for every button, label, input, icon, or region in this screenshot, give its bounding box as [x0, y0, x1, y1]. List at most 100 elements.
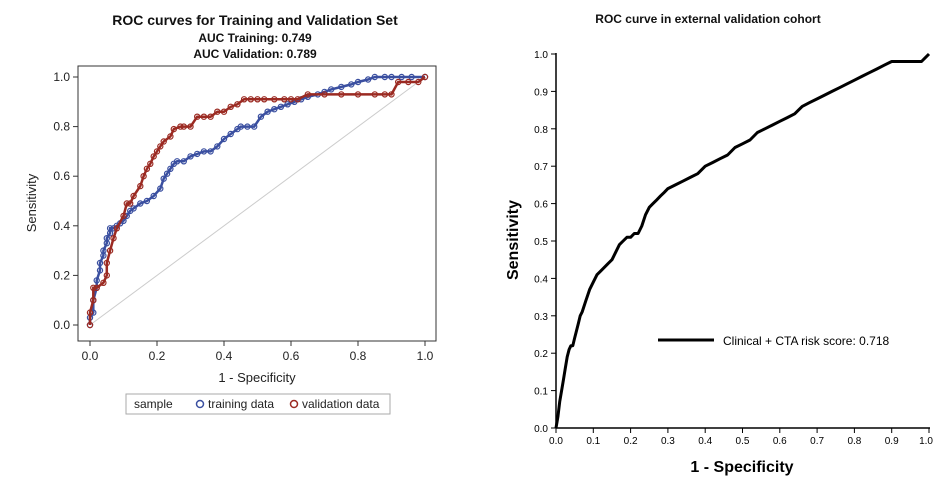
right-roc-chart: ROC curve in external validation cohort …	[505, 12, 933, 476]
right-x-tick-label: 0.1	[586, 436, 600, 447]
training-series-point	[271, 105, 278, 113]
training-series-point	[106, 225, 114, 232]
training-series-point	[237, 123, 244, 130]
training-series-point	[137, 200, 144, 207]
left-roc-chart: ROC curves for Training and Validation S…	[24, 12, 437, 415]
validation-series-point	[160, 138, 167, 145]
training-series-point	[157, 185, 164, 192]
right-x-tick-label: 0.7	[810, 436, 824, 447]
training-series-point	[244, 123, 251, 130]
validation-series-point	[395, 78, 402, 86]
validation-series-point	[405, 78, 412, 86]
validation-series-point	[143, 165, 151, 172]
training-series-point	[338, 83, 345, 91]
validation-series-point	[247, 96, 254, 103]
validation-series-point	[123, 200, 131, 207]
validation-series-point	[157, 143, 164, 150]
validation-series-point	[381, 91, 388, 98]
right-x-tick-label: 0.6	[773, 436, 787, 447]
validation-series-point	[90, 284, 97, 291]
legend-training-label: training data	[208, 397, 274, 411]
validation-series-point	[371, 91, 378, 98]
training-series-point	[130, 205, 137, 212]
validation-series-point	[321, 91, 328, 98]
right-x-tick-label: 0.2	[624, 436, 638, 447]
validation-series-point	[200, 113, 208, 120]
left-y-tick-label: 0.6	[53, 169, 70, 183]
training-series-point	[284, 101, 291, 108]
training-series-point	[160, 175, 167, 182]
right-y-tick-label: 0.6	[534, 200, 548, 211]
training-series-point	[96, 259, 104, 267]
training-series-point	[354, 78, 362, 86]
validation-series-point	[93, 284, 100, 291]
training-series-point	[180, 158, 187, 165]
left-x-tick-label: 0.2	[149, 349, 166, 363]
left-x-axis-label: 1 - Specificity	[218, 370, 296, 385]
training-series-point	[264, 108, 271, 115]
left-x-tick-label: 0.4	[216, 349, 233, 363]
training-series-point	[398, 73, 405, 81]
validation-series-point	[86, 321, 94, 329]
validation-series-point	[130, 192, 137, 200]
left-y-tick-label: 0.8	[53, 120, 70, 134]
validation-series-point	[304, 91, 311, 98]
right-y-tick-label: 0.2	[534, 349, 548, 360]
validation-series-point	[126, 200, 134, 207]
right-x-tick-label: 1.0	[919, 436, 933, 447]
legend-training-marker	[195, 399, 205, 409]
validation-series-point	[354, 91, 362, 98]
validation-series-point	[287, 96, 295, 103]
right-x-tick-label: 0.9	[885, 436, 899, 447]
training-series-point	[163, 170, 171, 177]
validation-series-point	[261, 96, 268, 103]
right-y-tick-label: 1.0	[534, 50, 548, 61]
right-x-tick-label: 0.4	[698, 436, 712, 447]
training-series-point	[103, 234, 111, 242]
left-chart-subtitle-training: AUC Training: 0.749	[198, 31, 312, 45]
left-chart-subtitle-validation: AUC Validation: 0.789	[193, 47, 317, 61]
left-chart-title: ROC curves for Training and Validation S…	[112, 12, 398, 28]
validation-series-point	[187, 123, 194, 130]
validation-series-point	[193, 113, 201, 120]
right-x-tick-label: 0.8	[847, 436, 861, 447]
training-series-point	[220, 135, 228, 143]
validation-series-point	[294, 96, 301, 103]
validation-series-point	[207, 113, 214, 120]
left-x-tick-label: 0.0	[82, 349, 99, 363]
left-legend-box	[125, 393, 391, 415]
training-series-point	[348, 81, 355, 88]
left-y-axis: 0.0 0.2 0.4 0.6 0.8 1.0	[53, 70, 78, 332]
validation-series-point	[90, 297, 97, 304]
training-series-point	[214, 143, 221, 150]
right-y-tick-label: 0.9	[534, 87, 548, 98]
training-series-point	[381, 73, 388, 81]
right-series-group	[554, 52, 931, 429]
legend-validation-marker	[289, 399, 299, 409]
right-x-tick-label: 0.5	[736, 436, 750, 447]
left-plot-frame	[77, 65, 437, 342]
left-y-tick-label: 0.2	[53, 268, 70, 282]
validation-series-point	[103, 272, 111, 279]
training-series-point	[100, 247, 107, 254]
left-legend-title: sample	[134, 397, 173, 411]
validation-series-point	[86, 309, 94, 316]
validation-series-point	[110, 234, 117, 242]
training-series-point	[207, 148, 214, 155]
left-x-tick-label: 0.6	[283, 349, 300, 363]
training-series-point	[143, 197, 151, 205]
validation-series-point	[103, 259, 111, 267]
training-series-point	[173, 158, 181, 165]
right-y-tick-label: 0.4	[534, 274, 548, 285]
training-series-point	[250, 123, 258, 130]
left-reference-diagonal	[89, 76, 426, 326]
training-series-point	[227, 130, 234, 138]
validation-series-point	[147, 160, 154, 167]
validation-series-point	[281, 96, 288, 103]
training-series-point	[371, 73, 378, 81]
training-series-point	[193, 150, 201, 158]
left-y-tick-label: 0.4	[53, 219, 70, 233]
validation-series-point	[177, 123, 184, 130]
validation-series-point	[214, 108, 221, 115]
